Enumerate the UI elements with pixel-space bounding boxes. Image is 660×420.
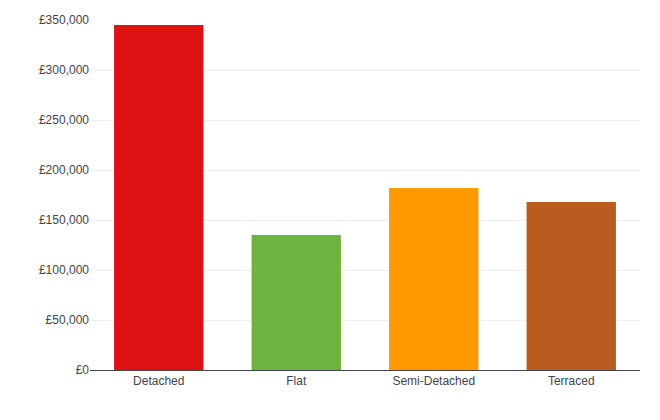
svg-text:£250,000: £250,000 [39,113,89,127]
svg-text:£300,000: £300,000 [39,63,89,77]
svg-text:£100,000: £100,000 [39,263,89,277]
svg-text:Terraced: Terraced [548,374,595,388]
svg-text:Flat: Flat [286,374,307,388]
svg-text:£150,000: £150,000 [39,213,89,227]
svg-text:Semi-Detached: Semi-Detached [392,374,475,388]
svg-text:£350,000: £350,000 [39,13,89,27]
svg-text:£50,000: £50,000 [46,313,90,327]
svg-text:Detached: Detached [133,374,184,388]
svg-text:£200,000: £200,000 [39,163,89,177]
svg-text:£0: £0 [76,363,90,377]
